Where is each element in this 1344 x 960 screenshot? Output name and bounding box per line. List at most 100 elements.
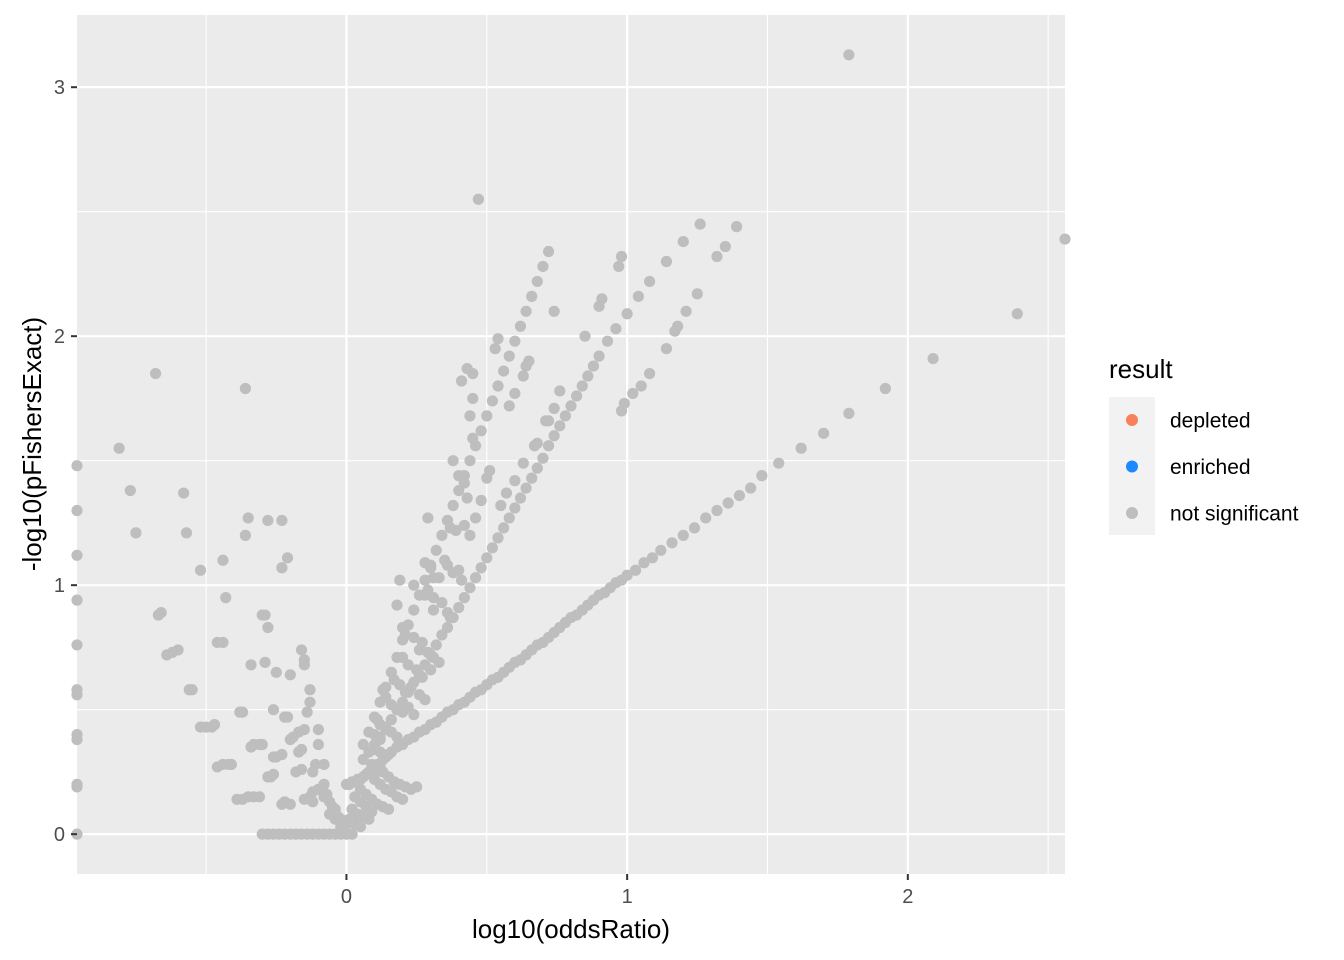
data-point [391,599,403,611]
data-point [610,323,622,335]
data-point [301,706,313,718]
data-point [571,390,583,402]
y-tick-label: 0 [54,824,65,846]
data-point [520,482,532,494]
data-point [719,240,731,253]
legend-entries: depleted enriched not significant [1126,410,1299,526]
data-point [458,477,470,489]
data-point [733,489,746,502]
data-point [295,644,308,656]
data-point [267,768,280,781]
data-point [548,402,560,414]
data-point [677,529,689,541]
data-point [71,594,83,606]
data-point [773,457,785,469]
data-point [155,606,167,619]
data-point [455,375,468,387]
data-point [304,684,316,696]
data-point [559,410,571,422]
data-point [186,684,198,696]
data-point [427,604,440,616]
data-point [672,320,684,332]
data-point [514,320,527,332]
data-point [237,706,249,718]
data-point [71,549,83,561]
y-tick-label: 2 [54,326,65,348]
data-point [427,592,440,604]
data-point [357,738,369,751]
y-tick-label: 1 [54,575,65,597]
data-point [582,370,594,382]
data-point [548,430,560,442]
data-point [492,532,504,544]
data-point [520,305,532,317]
x-axis-ticks: 0 1 2 [341,874,913,908]
x-axis-title: log10(oddsRatio) [472,914,670,944]
data-point [601,335,614,347]
data-point [396,793,409,805]
data-point [498,522,510,534]
data-point [433,656,445,668]
data-point [486,395,499,407]
data-point [444,611,456,624]
data-point [298,723,310,736]
data-point [380,751,392,763]
data-point [660,255,673,268]
data-point [475,562,487,574]
data-point [441,621,454,634]
data-point [354,821,367,833]
y-axis-title: -log10(pFishersExact) [17,317,47,571]
data-point [217,636,229,649]
data-point [149,367,162,380]
data-point [722,497,734,509]
data-point [680,305,692,317]
data-point [394,574,406,586]
legend-key-enriched [1126,460,1138,473]
data-point [430,544,442,556]
data-point [509,387,521,400]
data-point [632,290,644,302]
data-point [262,621,274,634]
data-point [495,499,507,512]
data-point [71,781,83,793]
x-tick-label: 0 [341,886,352,908]
data-point [405,681,417,693]
data-point [500,487,513,499]
data-point [178,487,190,499]
data-point [1059,233,1071,245]
data-point [879,382,891,395]
data-point [419,694,431,706]
data-point [276,748,288,761]
data-point [688,522,701,534]
data-point [363,813,375,825]
data-point [450,524,462,537]
data-point [295,763,308,776]
data-point [71,504,83,517]
legend: result depleted enriched not significant [1109,354,1299,535]
data-point [475,425,487,437]
data-point [113,442,125,454]
data-point [346,828,358,840]
y-tick-label: 3 [54,77,65,99]
data-point [267,704,280,716]
data-point [565,400,577,412]
legend-label: not significant [1170,503,1299,526]
data-point [1011,308,1023,320]
data-point [756,470,768,482]
data-point [312,723,324,736]
data-point [281,711,294,723]
data-point [745,482,757,494]
data-point [526,472,538,484]
data-point [467,432,479,444]
data-point [259,609,271,621]
data-point [700,512,712,524]
data-point [469,572,482,584]
data-point [318,758,330,771]
data-point [284,798,296,810]
data-point [124,484,136,497]
data-point [635,380,647,392]
data-point [455,574,468,586]
data-point [208,719,221,731]
legend-label: enriched [1170,456,1251,479]
